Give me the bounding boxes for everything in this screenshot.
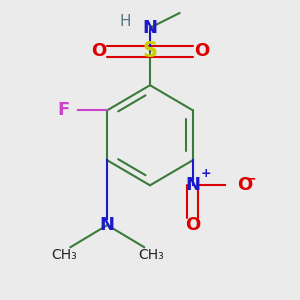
Text: −: − — [244, 171, 256, 185]
Text: CH₃: CH₃ — [52, 248, 77, 262]
Text: O: O — [91, 42, 106, 60]
Text: O: O — [185, 216, 200, 234]
Text: N: N — [142, 19, 158, 37]
Text: F: F — [57, 101, 69, 119]
Text: O: O — [237, 176, 252, 194]
Text: N: N — [100, 216, 115, 234]
Text: +: + — [201, 167, 211, 180]
Text: H: H — [119, 14, 131, 29]
Text: O: O — [194, 42, 209, 60]
Text: N: N — [185, 176, 200, 194]
Text: CH₃: CH₃ — [139, 248, 164, 262]
Text: S: S — [142, 41, 158, 62]
